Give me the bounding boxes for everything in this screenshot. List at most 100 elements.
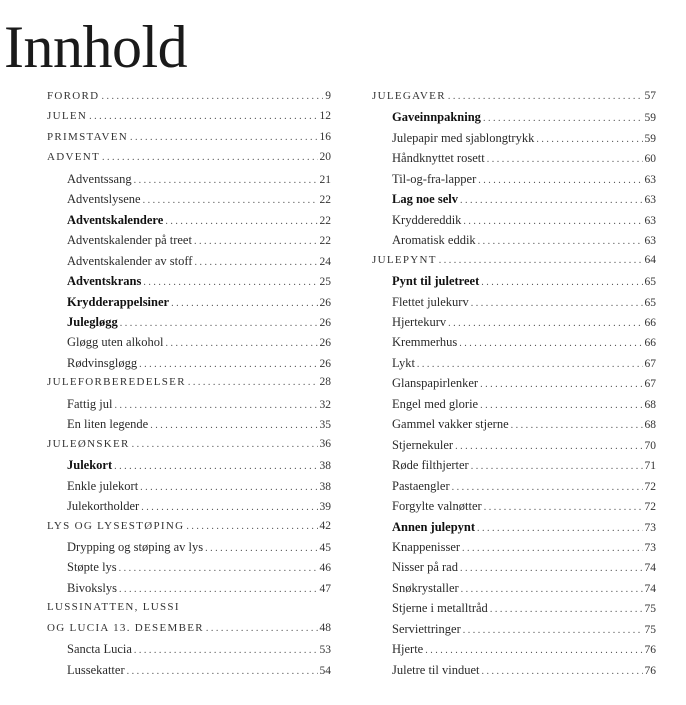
entry-title: Adventskrans bbox=[67, 274, 142, 289]
entry-title: Snøkrystaller bbox=[392, 580, 459, 595]
toc-entry: Serviettringer 75 bbox=[372, 622, 656, 642]
entry-title: Juleforberedelser bbox=[47, 376, 186, 389]
dot-leader bbox=[141, 502, 317, 513]
dot-leader bbox=[139, 359, 317, 370]
toc-chapter: Julepynt 64 bbox=[372, 254, 656, 274]
page-number: 35 bbox=[319, 419, 332, 432]
dot-leader bbox=[206, 623, 318, 634]
entry-title: Julepapir med sjablongtrykk bbox=[392, 130, 535, 145]
dot-leader bbox=[171, 298, 317, 309]
entry-title: Lag noe selv bbox=[392, 192, 458, 207]
toc-entry: Julekortholder 39 bbox=[47, 499, 331, 519]
dot-leader bbox=[132, 439, 318, 450]
page-number: 38 bbox=[319, 480, 332, 493]
dot-leader bbox=[166, 338, 318, 349]
toc-entry: Til-og-fra-lapper 63 bbox=[372, 172, 656, 192]
dot-leader bbox=[452, 482, 643, 493]
entry-title: Forgylte valnøtter bbox=[392, 499, 482, 514]
entry-title: Flettet julekurv bbox=[392, 294, 469, 309]
dot-leader bbox=[481, 666, 642, 677]
entry-title: Aromatisk eddik bbox=[392, 233, 476, 248]
toc-chapter: Julen 12 bbox=[47, 110, 331, 130]
page-number: 9 bbox=[325, 90, 331, 102]
dot-leader bbox=[460, 195, 643, 206]
toc-entry: Gaveinnpakning 59 bbox=[372, 110, 656, 130]
dot-leader bbox=[205, 543, 317, 554]
page-number: 22 bbox=[319, 194, 332, 207]
entry-title: Kryddereddik bbox=[392, 212, 462, 227]
entry-title: Knappenisser bbox=[392, 539, 461, 554]
dot-leader bbox=[134, 645, 318, 656]
page-number: 76 bbox=[644, 664, 657, 677]
page-title: Innhold bbox=[4, 14, 188, 80]
toc-chapter: Primstaven 16 bbox=[47, 131, 331, 151]
entry-title: Lykt bbox=[392, 355, 415, 370]
toc-entry: Gammel vakker stjerne 68 bbox=[372, 417, 656, 437]
entry-title: Fattig jul bbox=[67, 396, 113, 411]
toc-entry: Snøkrystaller 74 bbox=[372, 581, 656, 601]
entry-title: Kremmerhus bbox=[392, 335, 458, 350]
page-number: 25 bbox=[319, 276, 332, 289]
entry-title: Krydderappelsiner bbox=[67, 294, 170, 309]
page-number: 21 bbox=[319, 173, 332, 186]
entry-title: Annen julepynt bbox=[392, 519, 476, 534]
toc-entry: Julegløgg 26 bbox=[47, 315, 331, 335]
page-number: 36 bbox=[319, 437, 332, 450]
toc-entry: Julepapir med sjablongtrykk 59 bbox=[372, 131, 656, 151]
entry-title: Forord bbox=[47, 90, 100, 102]
page-number: 74 bbox=[644, 582, 657, 595]
toc-entry: En liten legende 35 bbox=[47, 417, 331, 437]
dot-leader bbox=[460, 563, 643, 574]
dot-leader bbox=[194, 236, 318, 247]
toc-entry: Hjerte 76 bbox=[372, 642, 656, 662]
dot-leader bbox=[462, 543, 642, 554]
dot-leader bbox=[417, 359, 643, 370]
page-number: 26 bbox=[319, 357, 332, 370]
toc-entry: Rødvinsgløgg 26 bbox=[47, 356, 331, 376]
page-number: 38 bbox=[319, 460, 332, 473]
page-number: 67 bbox=[644, 378, 657, 391]
entry-title: Julegløgg bbox=[67, 314, 118, 329]
toc-entry: Glanspapirlenker 67 bbox=[372, 376, 656, 396]
page-number: 24 bbox=[319, 255, 332, 268]
entry-title: Røde filthjerter bbox=[392, 458, 469, 473]
page-number: 22 bbox=[319, 214, 332, 227]
page-number: 63 bbox=[644, 235, 657, 248]
toc-entry: Hjertekurv 66 bbox=[372, 315, 656, 335]
entry-title: Lys og lysestøping bbox=[47, 519, 185, 532]
entry-title: Advent bbox=[47, 151, 101, 164]
toc-chapter: Juleforberedelser 28 bbox=[47, 376, 331, 396]
entry-title: Juleønsker bbox=[47, 437, 130, 450]
entry-title: Lussinatten, Lussi bbox=[47, 601, 180, 614]
page-number: 63 bbox=[644, 194, 657, 207]
entry-title: Julepynt bbox=[372, 253, 437, 266]
dot-leader bbox=[150, 420, 317, 431]
dot-leader bbox=[478, 236, 643, 247]
page-number: 65 bbox=[644, 276, 657, 289]
toc-entry: Stjerne i metalltråd 75 bbox=[372, 601, 656, 621]
entry-title: Juletre til vinduet bbox=[392, 662, 480, 677]
page-number: 26 bbox=[319, 316, 332, 329]
entry-title: Adventskalender på treet bbox=[67, 233, 192, 248]
page-number: 68 bbox=[644, 398, 657, 411]
page-number: 20 bbox=[319, 151, 332, 164]
toc-column-right: Julegaver57Gaveinnpakning59Julepapir med… bbox=[372, 90, 656, 683]
page-number: 59 bbox=[644, 112, 657, 125]
page-number: 73 bbox=[644, 541, 657, 554]
dot-leader bbox=[448, 91, 643, 102]
toc-entry: Aromatisk eddik 63 bbox=[372, 233, 656, 253]
toc-entry: Knappenisser 73 bbox=[372, 540, 656, 560]
page-number: 59 bbox=[644, 132, 657, 145]
page-number: 65 bbox=[644, 296, 657, 309]
dot-leader bbox=[471, 298, 643, 309]
dot-leader bbox=[480, 400, 642, 411]
dot-leader bbox=[448, 318, 642, 329]
entry-title: Serviettringer bbox=[392, 621, 461, 636]
dot-leader bbox=[425, 645, 642, 656]
dot-leader bbox=[89, 111, 317, 122]
page-number: 16 bbox=[319, 130, 332, 143]
entry-title: En liten legende bbox=[67, 417, 149, 432]
page-number: 68 bbox=[644, 419, 657, 432]
entry-title: Støpte lys bbox=[67, 560, 117, 575]
dot-leader bbox=[143, 277, 317, 288]
